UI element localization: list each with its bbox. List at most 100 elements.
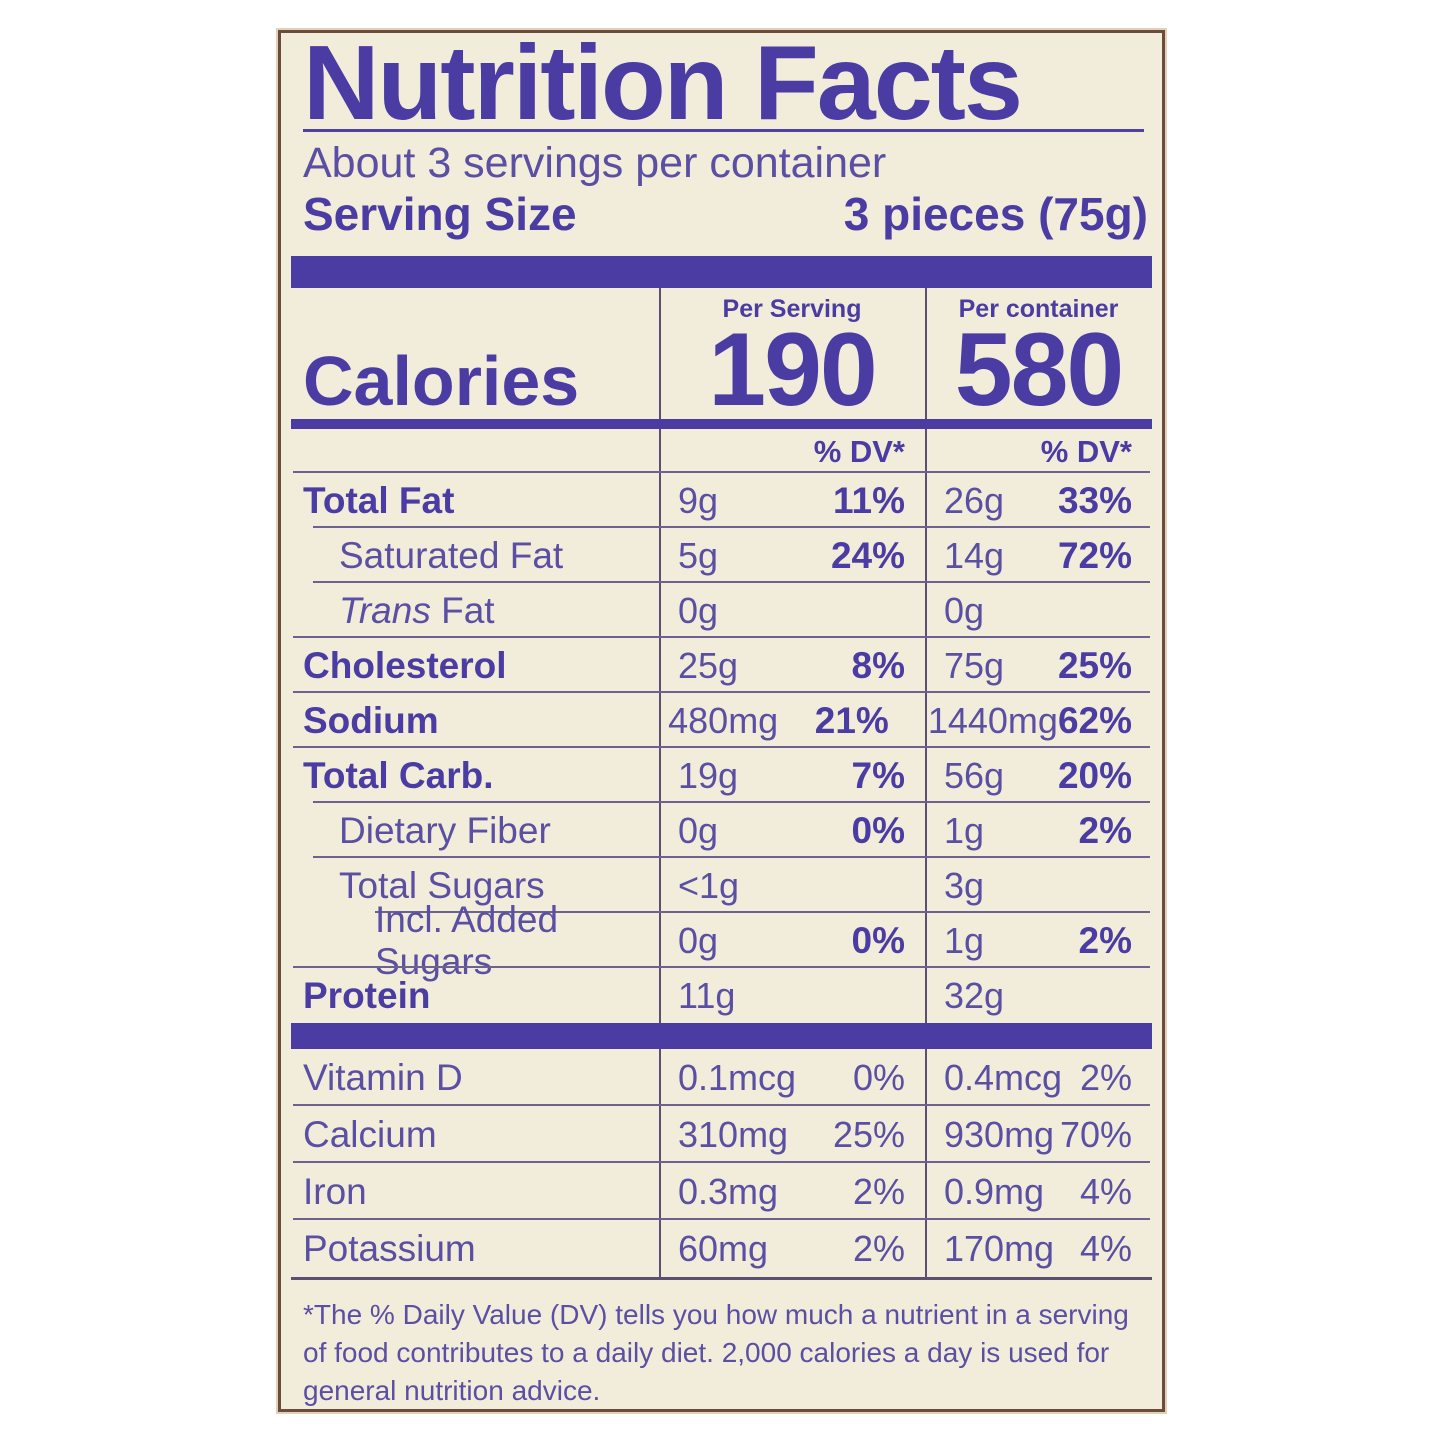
daily-value: 4% bbox=[1079, 1170, 1132, 1212]
per-serving-values: 5g 24% bbox=[659, 528, 925, 583]
serving-size-row: Serving Size 3 pieces (75g) bbox=[291, 191, 1152, 237]
row-added-sugars: Incl. Added Sugars 0g 0% 1g 2% bbox=[291, 898, 1152, 982]
nutrient-name: Dietary Fiber bbox=[339, 809, 551, 851]
amount: 1440mg bbox=[927, 699, 1058, 741]
amount: 930mg bbox=[944, 1113, 1055, 1155]
amount: 60mg bbox=[678, 1227, 769, 1269]
amount: 0.4mcg bbox=[944, 1056, 1063, 1098]
row-iron: Iron 0.3mg 2% 0.9mg 4% bbox=[291, 1163, 1152, 1221]
nutrient-name: Incl. Added Sugars bbox=[375, 898, 559, 982]
amount: 9g bbox=[678, 479, 719, 521]
nutrient-name: Saturated Fat bbox=[339, 534, 564, 576]
per-container-header: Per container bbox=[958, 295, 1119, 324]
nutrient-name: Sodium bbox=[303, 699, 439, 741]
per-container-values: 930mg 70% bbox=[925, 1106, 1152, 1163]
daily-value: 4% bbox=[1079, 1227, 1132, 1269]
nutrient-name: Protein bbox=[303, 974, 431, 1016]
serving-size-value: 3 pieces (75g) bbox=[843, 188, 1148, 241]
amount: 1g bbox=[944, 919, 985, 961]
row-vitamin-d: Vitamin D 0.1mcg 0% 0.4mcg 2% bbox=[291, 1049, 1152, 1107]
daily-value: 2% bbox=[852, 1227, 905, 1269]
per-container-values: 0g bbox=[925, 583, 1152, 638]
per-serving-values: 0g bbox=[659, 583, 925, 638]
per-container-values: 170mg 4% bbox=[925, 1220, 1152, 1277]
per-container-values: 3g bbox=[925, 858, 1152, 913]
separator-bar-thick-bottom bbox=[291, 1023, 1152, 1050]
amount: 170mg bbox=[944, 1227, 1055, 1269]
daily-value: 11% bbox=[832, 479, 905, 521]
per-container-calories-value: 580 bbox=[954, 312, 1125, 429]
daily-value: 21% bbox=[814, 699, 889, 741]
nutrient-name-italic: Trans bbox=[339, 589, 431, 631]
amount: 310mg bbox=[678, 1113, 789, 1155]
amount: 19g bbox=[678, 754, 739, 796]
amount: 5g bbox=[678, 534, 719, 576]
daily-value: 25% bbox=[832, 1113, 905, 1155]
nutrient-name: Total Fat bbox=[303, 479, 455, 521]
amount: 32g bbox=[944, 974, 1005, 1016]
dv-header-text: % DV* bbox=[1040, 434, 1132, 470]
nutrient-name: Total Carb. bbox=[303, 754, 494, 796]
daily-value: 2% bbox=[1078, 809, 1132, 851]
row-total-fat: Total Fat 9g 11% 26g 33% bbox=[291, 473, 1152, 529]
column-divider-1 bbox=[659, 288, 661, 1281]
row-dietary-fiber: Dietary Fiber 0g 0% 1g 2% bbox=[291, 803, 1152, 859]
per-serving-values: 480mg 21% bbox=[649, 693, 909, 748]
daily-value: 25% bbox=[1057, 644, 1132, 686]
row-calcium: Calcium 310mg 25% 930mg 70% bbox=[291, 1106, 1152, 1164]
row-total-carb: Total Carb. 19g 7% 56g 20% bbox=[291, 748, 1152, 804]
per-serving-values: 25g 8% bbox=[659, 638, 925, 693]
nutrient-name: Trans Fat bbox=[291, 583, 659, 638]
amount: 26g bbox=[944, 479, 1005, 521]
row-potassium: Potassium 60mg 2% 170mg 4% bbox=[291, 1220, 1152, 1277]
row-cholesterol: Cholesterol 25g 8% 75g 25% bbox=[291, 638, 1152, 694]
dv-header-row: % DV* % DV* bbox=[291, 429, 1152, 474]
daily-value: 2% bbox=[1079, 1056, 1132, 1098]
daily-value: 20% bbox=[1057, 754, 1132, 796]
daily-value: 0% bbox=[852, 1056, 905, 1098]
daily-value: 2% bbox=[852, 1170, 905, 1212]
row-saturated-fat: Saturated Fat 5g 24% 14g 72% bbox=[291, 528, 1152, 584]
amount: 11g bbox=[678, 974, 736, 1016]
per-serving-calories-value: 190 bbox=[708, 312, 878, 429]
dv-header-spacer bbox=[291, 429, 659, 473]
daily-value: 8% bbox=[851, 644, 905, 686]
per-container-values: 26g 33% bbox=[925, 473, 1152, 528]
nutrient-name: Iron bbox=[303, 1170, 367, 1212]
daily-value: 62% bbox=[1057, 699, 1132, 741]
daily-value: 2% bbox=[1078, 919, 1132, 961]
column-divider-2 bbox=[925, 288, 927, 1281]
amount: 3g bbox=[944, 864, 985, 906]
per-container-values: 14g 72% bbox=[925, 528, 1152, 583]
per-container-values: 1440mg 62% bbox=[909, 693, 1152, 748]
amount: 0g bbox=[678, 589, 719, 631]
amount: 0.1mcg bbox=[678, 1056, 797, 1098]
amount: 1g bbox=[944, 809, 985, 851]
daily-value: 33% bbox=[1057, 479, 1132, 521]
amount: 0g bbox=[678, 919, 719, 961]
label-title: Nutrition Facts bbox=[303, 30, 1023, 142]
nutrient-name: Cholesterol bbox=[303, 644, 507, 686]
per-serving-values: <1g bbox=[659, 858, 925, 913]
per-serving-values: 19g 7% bbox=[659, 748, 925, 803]
amount: 75g bbox=[944, 644, 1005, 686]
amount: 0.3mg bbox=[678, 1170, 779, 1212]
amount: 25g bbox=[678, 644, 739, 686]
per-serving-values: 0.1mcg 0% bbox=[659, 1049, 925, 1106]
daily-value: 72% bbox=[1057, 534, 1132, 576]
per-container-values: 32g bbox=[925, 968, 1152, 1023]
amount: 0g bbox=[944, 589, 985, 631]
amount: 480mg bbox=[668, 699, 779, 741]
calories-per-container-cell: Per container 580 bbox=[925, 288, 1152, 429]
per-container-values: 0.9mg 4% bbox=[925, 1163, 1152, 1220]
dv-header-per-serving: % DV* bbox=[659, 429, 925, 473]
daily-value: 70% bbox=[1059, 1113, 1132, 1155]
daily-value: 24% bbox=[830, 534, 905, 576]
daily-value: 7% bbox=[851, 754, 905, 796]
per-serving-header: Per Serving bbox=[722, 295, 862, 324]
per-container-values: 75g 25% bbox=[925, 638, 1152, 693]
serving-size-label: Serving Size bbox=[303, 188, 577, 241]
per-serving-values: 0.3mg 2% bbox=[659, 1163, 925, 1220]
row-total-sugars: Total Sugars <1g 3g bbox=[291, 858, 1152, 914]
